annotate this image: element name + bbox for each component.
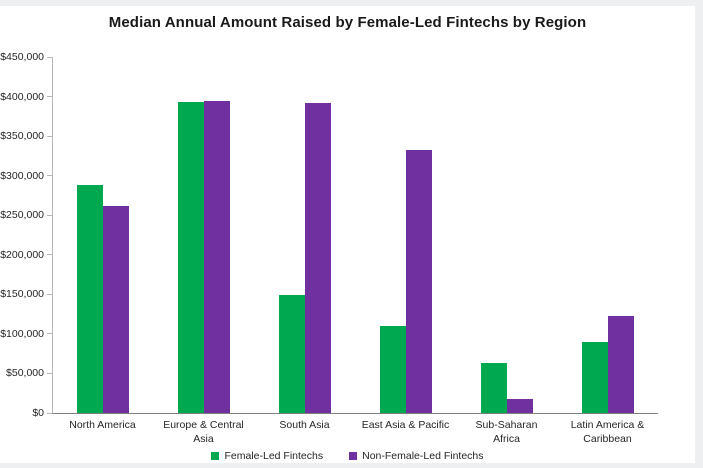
bar-group-east-asia-pacific — [355, 57, 456, 413]
y-tick-mark — [47, 412, 52, 414]
legend-label-non-female-led: Non-Female-Led Fintechs — [362, 450, 484, 462]
legend-swatch-female-led — [211, 452, 220, 460]
chart-panel: Median Annual Amount Raised by Female-Le… — [0, 6, 695, 463]
y-tick-label: $100,000 — [0, 327, 44, 340]
y-tick-mark — [47, 214, 52, 216]
bar — [405, 149, 432, 413]
x-axis-label: Latin America & Caribbean — [570, 419, 645, 446]
y-tick-label: $50,000 — [6, 367, 44, 380]
x-axis-labels: North America Europe & Central Asia South … — [52, 418, 658, 446]
bar — [305, 102, 332, 413]
y-tick-label: $450,000 — [0, 51, 44, 63]
bar — [77, 185, 104, 413]
legend-item-female-led: Female-Led Fintechs — [211, 450, 323, 462]
y-tick-label: $300,000 — [0, 169, 44, 182]
x-axis-label: Sub-Saharan Africa — [475, 419, 538, 446]
y-tick-label: $250,000 — [0, 209, 44, 222]
bar-groups — [53, 57, 658, 413]
bar — [607, 315, 634, 413]
y-tick-label: $150,000 — [0, 288, 44, 301]
bar-group-sub-saharan-africa — [456, 57, 557, 413]
chart-title: Median Annual Amount Raised by Female-Le… — [108, 14, 587, 31]
bar — [178, 102, 205, 413]
y-tick-mark — [47, 96, 52, 98]
y-tick-label: $0 — [32, 407, 44, 419]
bar-group-north-america — [53, 57, 154, 413]
bar-group-europe-central-asia — [154, 57, 255, 413]
y-tick-label: $400,000 — [0, 90, 44, 103]
legend: Female-Led Fintechs Non-Female-Led Finte… — [0, 450, 695, 462]
bar — [379, 325, 406, 413]
x-axis-label: North America — [69, 419, 136, 431]
bar — [204, 100, 231, 413]
legend-item-non-female-led: Non-Female-Led Fintechs — [349, 450, 484, 462]
bar-group-south-asia — [255, 57, 356, 413]
bar-group-latin-america-caribbean — [557, 57, 658, 413]
x-axis-label: South Asia — [279, 419, 330, 431]
bar — [279, 295, 306, 413]
bar — [581, 341, 608, 413]
y-tick-label: $200,000 — [0, 248, 44, 261]
bar — [103, 205, 130, 413]
y-tick-mark — [47, 135, 52, 137]
bar — [480, 363, 507, 413]
legend-swatch-non-female-led — [349, 452, 358, 460]
y-tick-mark — [47, 254, 52, 256]
x-axis-label: Europe & Central Asia — [163, 419, 244, 446]
legend-label-female-led: Female-Led Fintechs — [224, 450, 324, 462]
y-tick-mark — [47, 175, 52, 177]
bar — [506, 398, 533, 413]
y-tick-mark — [47, 293, 52, 295]
y-tick-mark — [47, 372, 52, 374]
plot-area: $0 $50,000 $100,000 $150,000 $200,000 $250,00… — [0, 51, 658, 419]
x-axis-label: East Asia & Pacific — [361, 419, 450, 431]
y-tick-mark — [47, 56, 52, 58]
y-tick-mark — [47, 333, 52, 335]
y-tick-label: $350,000 — [0, 130, 44, 143]
